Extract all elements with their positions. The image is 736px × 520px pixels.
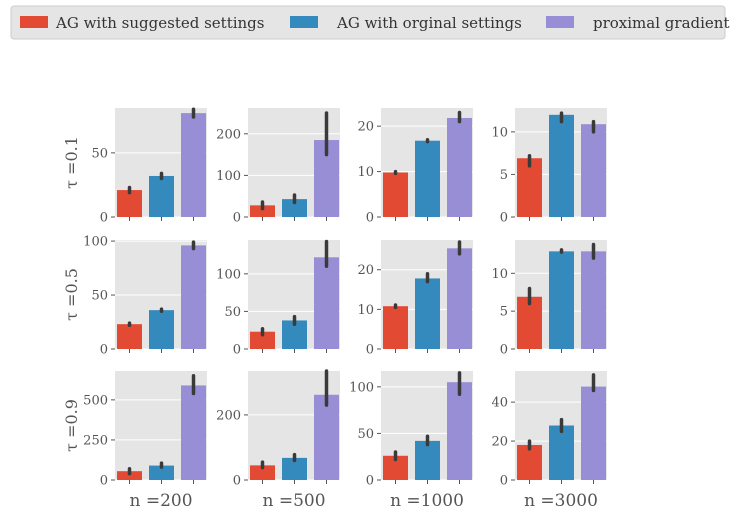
col-label-2: n =1000 bbox=[390, 491, 464, 511]
bar-0 bbox=[250, 331, 275, 349]
bar-1 bbox=[549, 251, 574, 349]
y-tick-label: 100 bbox=[83, 235, 108, 250]
bar-0 bbox=[117, 324, 142, 349]
bar-2 bbox=[181, 113, 206, 217]
bar-1 bbox=[149, 310, 174, 349]
y-tick-label: 100 bbox=[216, 169, 241, 184]
bar-1 bbox=[415, 140, 440, 217]
legend-label-2: proximal gradient bbox=[593, 14, 729, 32]
bar-0 bbox=[383, 172, 408, 217]
y-tick-label: 50 bbox=[224, 305, 241, 320]
y-tick-label: 0 bbox=[500, 343, 508, 358]
bar-1 bbox=[415, 440, 440, 480]
y-tick-label: 0 bbox=[100, 211, 108, 226]
panel-r2-c3: 0 20 40 bbox=[491, 371, 607, 489]
y-tick-label: 10 bbox=[357, 165, 374, 180]
bar-1 bbox=[282, 457, 307, 480]
y-tick-label: 200 bbox=[216, 408, 241, 423]
y-tick-label: 10 bbox=[491, 267, 508, 282]
panel-r1-c2: 0 10 20 bbox=[357, 240, 473, 358]
y-tick-label: 20 bbox=[357, 120, 374, 135]
y-tick-label: 250 bbox=[83, 433, 108, 448]
row-labels: τ =0.1 τ =0.5 τ =0.9 bbox=[62, 136, 81, 452]
row-label-1: τ =0.5 bbox=[62, 268, 81, 321]
y-tick-label: 10 bbox=[491, 125, 508, 140]
panel-r2-c0: 0 250 500 bbox=[83, 371, 207, 489]
panel-r2-c1: 0 200 bbox=[216, 369, 340, 489]
bar-0 bbox=[383, 306, 408, 349]
bar-2 bbox=[581, 386, 606, 480]
y-tick-label: 0 bbox=[366, 343, 374, 358]
col-label-0: n =200 bbox=[129, 491, 192, 511]
y-tick-label: 40 bbox=[491, 396, 508, 411]
y-tick-label: 0 bbox=[100, 474, 108, 489]
y-tick-label: 200 bbox=[216, 127, 241, 142]
panel-r0-c3: 0 5 10 bbox=[491, 108, 607, 226]
row-label-0: τ =0.1 bbox=[62, 136, 81, 189]
legend-label-0: AG with suggested settings bbox=[55, 14, 264, 32]
row-label-2: τ =0.9 bbox=[62, 399, 81, 452]
bar-1 bbox=[549, 425, 574, 480]
bar-1 bbox=[415, 278, 440, 349]
bar-2 bbox=[181, 245, 206, 349]
bar-2 bbox=[447, 248, 472, 349]
panel-r0-c2: 0 10 20 bbox=[357, 108, 473, 226]
legend-swatch-2 bbox=[546, 16, 574, 28]
y-tick-label: 50 bbox=[91, 289, 108, 304]
y-tick-label: 0 bbox=[366, 211, 374, 226]
panel-r2-c2: 0 50 100 bbox=[349, 371, 473, 489]
bar-2 bbox=[181, 385, 206, 480]
y-tick-label: 5 bbox=[500, 168, 508, 183]
legend-swatch-0 bbox=[20, 16, 48, 28]
bar-2 bbox=[581, 124, 606, 217]
bar-0 bbox=[517, 444, 542, 480]
y-tick-label: 0 bbox=[500, 474, 508, 489]
legend: AG with suggested settings AG with orgina… bbox=[10, 5, 729, 40]
y-tick-label: 50 bbox=[357, 427, 374, 442]
panel-r1-c3: 0 5 10 bbox=[491, 240, 607, 358]
bar-0 bbox=[117, 471, 142, 480]
bar-1 bbox=[549, 114, 574, 217]
y-tick-label: 20 bbox=[357, 263, 374, 278]
panel-r0-c0: 0 50 bbox=[91, 107, 207, 226]
legend-box bbox=[10, 5, 726, 40]
panels: 0500100200010200510050100050100010200510… bbox=[83, 107, 607, 489]
column-labels: n =200 n =500 n =1000 n =3000 bbox=[129, 491, 597, 511]
y-tick-label: 0 bbox=[233, 474, 241, 489]
y-tick-label: 10 bbox=[357, 303, 374, 318]
bar-0 bbox=[117, 190, 142, 217]
bar-0 bbox=[517, 158, 542, 217]
bar-2 bbox=[447, 117, 472, 217]
bar-0 bbox=[517, 296, 542, 349]
legend-label-1: AG with orginal settings bbox=[336, 14, 522, 32]
bar-2 bbox=[447, 382, 472, 480]
y-tick-label: 5 bbox=[500, 305, 508, 320]
col-label-1: n =500 bbox=[262, 491, 325, 511]
y-tick-label: 0 bbox=[233, 343, 241, 358]
y-tick-label: 0 bbox=[500, 211, 508, 226]
panel-r1-c1: 0 50 100 bbox=[216, 239, 340, 358]
y-tick-label: 0 bbox=[233, 211, 241, 226]
bar-2 bbox=[581, 251, 606, 349]
panel-r0-c1: 0 100 200 bbox=[216, 108, 340, 226]
bar-2 bbox=[314, 257, 339, 349]
bar-2 bbox=[314, 394, 339, 480]
bar-1 bbox=[149, 465, 174, 480]
bar-1 bbox=[282, 199, 307, 217]
y-tick-label: 100 bbox=[216, 267, 241, 282]
col-label-3: n =3000 bbox=[524, 491, 598, 511]
legend-swatch-1 bbox=[290, 16, 318, 28]
y-tick-label: 20 bbox=[491, 435, 508, 450]
y-tick-label: 0 bbox=[100, 343, 108, 358]
y-tick-label: 500 bbox=[83, 393, 108, 408]
bar-0 bbox=[250, 205, 275, 217]
y-tick-label: 50 bbox=[91, 146, 108, 161]
bar-1 bbox=[149, 175, 174, 217]
panel-r1-c0: 0 50 100 bbox=[83, 235, 207, 358]
bar-0 bbox=[250, 465, 275, 480]
y-tick-label: 0 bbox=[366, 474, 374, 489]
y-tick-label: 100 bbox=[349, 380, 374, 395]
